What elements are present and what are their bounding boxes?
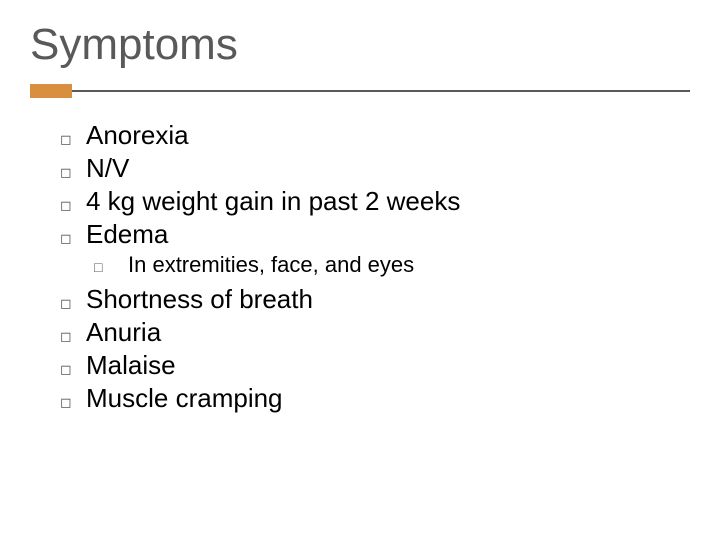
list-item-text: Anorexia [86, 120, 189, 151]
list-subitem-text: In extremities, face, and eyes [128, 252, 414, 278]
square-bullet-icon: ◻ [60, 131, 86, 148]
square-bullet-icon: ◻ [60, 394, 86, 411]
list-item-text: Anuria [86, 317, 161, 348]
list-item-text: Shortness of breath [86, 284, 313, 315]
slide: Symptoms ◻ Anorexia ◻ N/V ◻ 4 kg weight … [0, 0, 720, 540]
list-item-text: Muscle cramping [86, 383, 283, 414]
list-item: ◻ Anuria [60, 317, 690, 348]
square-bullet-icon: ◻ [60, 295, 86, 312]
list-item-text: 4 kg weight gain in past 2 weeks [86, 186, 460, 217]
list-item: ◻ N/V [60, 153, 690, 184]
list-item: ◻ Muscle cramping [60, 383, 690, 414]
list-item-text: Edema [86, 219, 168, 250]
square-bullet-icon: ◻ [60, 361, 86, 378]
list-item-text: N/V [86, 153, 129, 184]
list-item-text: Malaise [86, 350, 176, 381]
square-bullet-icon: □ [94, 259, 128, 275]
content-area: ◻ Anorexia ◻ N/V ◻ 4 kg weight gain in p… [30, 120, 690, 414]
square-bullet-icon: ◻ [60, 164, 86, 181]
list-subitem: □ In extremities, face, and eyes [94, 252, 690, 278]
list-item: ◻ Shortness of breath [60, 284, 690, 315]
square-bullet-icon: ◻ [60, 197, 86, 214]
list-item: ◻ Anorexia [60, 120, 690, 151]
divider-line [72, 90, 690, 98]
list-item: ◻ 4 kg weight gain in past 2 weeks [60, 186, 690, 217]
list-item: ◻ Edema [60, 219, 690, 250]
square-bullet-icon: ◻ [60, 230, 86, 247]
accent-bar [30, 84, 72, 98]
title-divider [30, 84, 690, 98]
slide-title: Symptoms [30, 20, 690, 70]
square-bullet-icon: ◻ [60, 328, 86, 345]
list-item: ◻ Malaise [60, 350, 690, 381]
